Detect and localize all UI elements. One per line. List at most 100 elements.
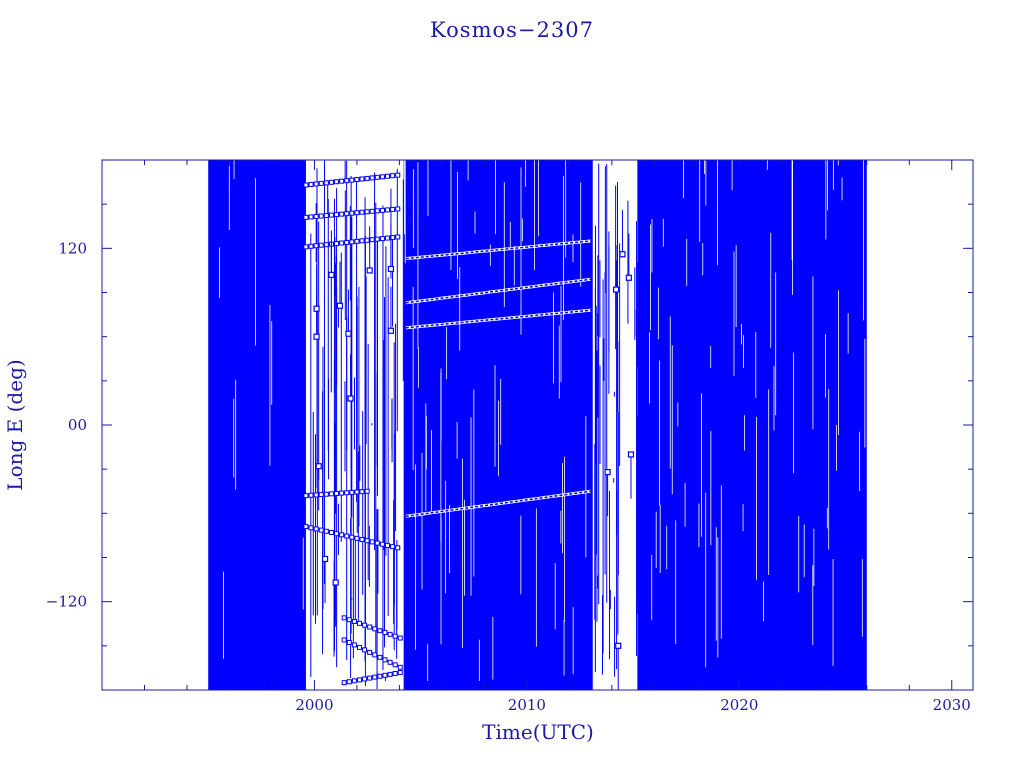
data-point — [339, 532, 345, 538]
data-point — [364, 237, 370, 243]
data-point — [379, 236, 385, 242]
data-point — [362, 647, 368, 653]
data-point — [303, 524, 309, 530]
y-tick-label: −120 — [46, 593, 87, 611]
drift-track — [405, 278, 591, 304]
data-point — [397, 664, 403, 670]
data-point — [369, 175, 375, 181]
data-point — [321, 555, 329, 563]
data-point — [385, 542, 391, 548]
drift-track — [405, 240, 591, 260]
data-point — [349, 210, 355, 216]
plot-frame — [101, 159, 974, 691]
data-point — [334, 531, 340, 537]
data-point — [345, 330, 352, 337]
drift-track — [405, 490, 591, 518]
data-point — [392, 662, 398, 668]
data-point — [387, 327, 395, 334]
data-point — [364, 488, 370, 494]
data-point — [339, 178, 345, 184]
data-point — [369, 237, 375, 243]
data-point — [354, 238, 360, 244]
data-point — [367, 675, 373, 681]
data-point — [362, 622, 368, 628]
data-point — [313, 333, 320, 340]
data-point — [385, 207, 391, 213]
data-point — [392, 670, 398, 676]
data-point — [377, 628, 383, 634]
data-point — [372, 674, 378, 680]
data-point — [346, 679, 352, 685]
data-point — [346, 617, 352, 623]
data-point — [323, 213, 329, 219]
data-point — [313, 213, 319, 219]
data-point — [379, 207, 385, 213]
data-point — [344, 533, 350, 539]
data-point — [356, 620, 362, 626]
data-point — [313, 243, 319, 249]
data-point — [367, 624, 373, 630]
data-point — [328, 491, 334, 497]
data-point — [397, 670, 403, 676]
data-point — [359, 489, 365, 495]
data-point — [334, 241, 340, 247]
data-point — [366, 267, 373, 274]
data-point — [390, 173, 396, 179]
drift-track — [405, 309, 591, 329]
data-point — [385, 235, 391, 241]
data-point — [385, 173, 391, 179]
series-layer — [208, 160, 867, 690]
y-tick-label: 00 — [68, 416, 87, 434]
data-point — [351, 678, 357, 684]
data-point — [349, 489, 355, 495]
y-axis-title: Long E (deg) — [3, 359, 27, 490]
data-point — [395, 172, 401, 178]
data-point — [356, 677, 362, 683]
data-point — [395, 545, 401, 551]
data-point — [308, 492, 314, 498]
data-point — [308, 525, 314, 531]
data-point — [328, 212, 334, 218]
data-point — [349, 239, 355, 245]
data-point — [344, 490, 350, 496]
data-point — [339, 490, 345, 496]
data-point — [323, 528, 329, 534]
data-point — [395, 206, 401, 212]
data-point — [323, 242, 329, 248]
data-point — [334, 212, 340, 218]
data-point — [387, 659, 393, 665]
x-axis-title: Time(UTC) — [482, 720, 594, 744]
data-point — [379, 541, 385, 547]
data-point — [328, 529, 334, 535]
x-tick-label: 2030 — [933, 696, 971, 714]
data-point — [372, 652, 378, 658]
data-point — [374, 540, 380, 546]
data-point — [313, 181, 319, 187]
data-point — [318, 180, 324, 186]
data-point — [397, 635, 403, 641]
data-point — [390, 206, 396, 212]
x-tick-label: 2000 — [295, 696, 333, 714]
data-point — [382, 630, 388, 636]
data-point — [625, 274, 632, 281]
data-point — [369, 208, 375, 214]
data-point — [372, 626, 378, 632]
data-point — [395, 234, 401, 240]
data-point — [332, 579, 339, 586]
data-point — [359, 537, 365, 543]
data-point — [354, 177, 360, 183]
data-point — [308, 243, 314, 249]
data-point — [313, 492, 319, 498]
data-point — [354, 535, 360, 541]
data-point — [364, 209, 370, 215]
data-point — [323, 491, 329, 497]
data-point — [339, 211, 345, 217]
data-point — [334, 179, 340, 185]
dense-coverage-band — [208, 160, 306, 690]
data-point — [347, 395, 354, 402]
data-point — [303, 214, 309, 220]
data-point — [318, 242, 324, 248]
data-point — [627, 451, 635, 458]
data-point — [318, 492, 324, 498]
